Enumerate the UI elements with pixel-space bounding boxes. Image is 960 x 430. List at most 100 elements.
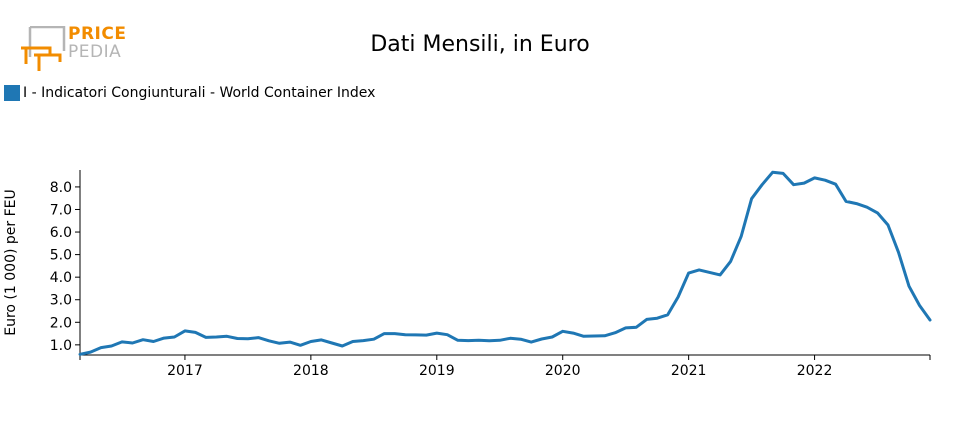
data-point	[866, 206, 869, 209]
data-point	[729, 260, 732, 263]
data-point	[446, 333, 449, 336]
data-point	[404, 333, 407, 336]
data-point	[267, 339, 270, 342]
data-point	[414, 333, 417, 336]
data-point	[309, 340, 312, 343]
x-tick-label: 2017	[167, 363, 203, 379]
legend-swatch	[4, 85, 20, 101]
data-point	[624, 326, 627, 329]
series-points	[79, 171, 932, 356]
data-point	[110, 345, 113, 348]
data-point	[509, 337, 512, 340]
pricepedia-logo: PRICE PEDIA	[20, 26, 130, 74]
data-point	[383, 332, 386, 335]
data-point	[603, 334, 606, 337]
data-point	[719, 273, 722, 276]
data-point	[477, 339, 480, 342]
data-point	[656, 317, 659, 320]
data-point	[687, 272, 690, 275]
data-point	[519, 338, 522, 341]
data-point	[456, 339, 459, 342]
data-point	[897, 251, 900, 254]
data-point	[677, 296, 680, 299]
data-point	[330, 342, 333, 345]
data-point	[740, 235, 743, 238]
logo-text-pedia: PEDIA	[68, 42, 122, 62]
data-point	[551, 336, 554, 339]
y-tick-label: 4.0	[50, 270, 72, 286]
data-point	[666, 313, 669, 316]
data-point	[834, 183, 837, 186]
data-point	[278, 342, 281, 345]
data-point	[246, 337, 249, 340]
data-point	[540, 338, 543, 341]
data-point	[351, 340, 354, 343]
data-point	[698, 268, 701, 271]
data-point	[183, 329, 186, 332]
data-point	[467, 339, 470, 342]
data-point	[341, 345, 344, 348]
data-point	[257, 336, 260, 339]
legend-label: I - Indicatori Congiunturali - World Con…	[23, 85, 376, 101]
data-point	[845, 200, 848, 203]
x-tick-label: 2019	[419, 363, 455, 379]
data-point	[918, 304, 921, 307]
data-point	[908, 285, 911, 288]
data-point	[425, 334, 428, 337]
data-point	[761, 183, 764, 186]
x-tick-label: 2021	[671, 363, 707, 379]
data-point	[635, 326, 638, 329]
data-point	[645, 318, 648, 321]
data-point	[100, 346, 103, 349]
series-line	[78, 170, 932, 356]
data-point	[530, 341, 533, 344]
data-point	[488, 339, 491, 342]
data-point	[771, 171, 774, 174]
logo-mark-icon	[21, 25, 66, 71]
data-point	[89, 351, 92, 354]
data-point	[152, 340, 155, 343]
x-tick-label: 2022	[797, 363, 833, 379]
data-point	[372, 338, 375, 341]
data-point	[225, 335, 228, 338]
data-point	[79, 353, 82, 356]
data-point	[435, 332, 438, 335]
data-point	[173, 336, 176, 339]
data-point	[204, 336, 207, 339]
y-tick-label: 1.0	[50, 338, 72, 354]
y-tick-label: 6.0	[50, 225, 72, 241]
data-point	[929, 319, 932, 322]
data-point	[572, 332, 575, 335]
data-point	[582, 335, 585, 338]
y-tick-label: 5.0	[50, 248, 72, 264]
data-point	[121, 340, 124, 343]
data-point	[561, 330, 564, 333]
data-point	[887, 224, 890, 227]
data-point	[876, 211, 879, 214]
data-point	[824, 179, 827, 182]
data-point	[142, 338, 145, 341]
y-tick-label: 8.0	[50, 180, 72, 196]
data-point	[236, 337, 239, 340]
data-point	[498, 339, 501, 342]
x-axis: 2017 2018 2019 2020 2021 2022	[79, 354, 931, 379]
data-point	[782, 172, 785, 175]
data-point	[813, 176, 816, 179]
y-axis: 1.0 2.0 3.0 4.0 5.0 6.0 7.0 8.0	[50, 170, 81, 355]
data-point	[803, 182, 806, 185]
y-tick-label: 3.0	[50, 293, 72, 309]
logo-text-price: PRICE	[68, 24, 127, 44]
data-point	[792, 183, 795, 186]
data-point	[362, 339, 365, 342]
data-point	[708, 271, 711, 274]
data-point	[288, 341, 291, 344]
data-point	[131, 342, 134, 345]
y-tick-label: 2.0	[50, 315, 72, 331]
data-point	[393, 332, 396, 335]
x-tick-label: 2020	[545, 363, 581, 379]
y-tick-label: 7.0	[50, 202, 72, 218]
data-point	[750, 197, 753, 200]
data-point	[299, 344, 302, 347]
y-axis-label: Euro (1 000) per FEU	[3, 189, 19, 336]
